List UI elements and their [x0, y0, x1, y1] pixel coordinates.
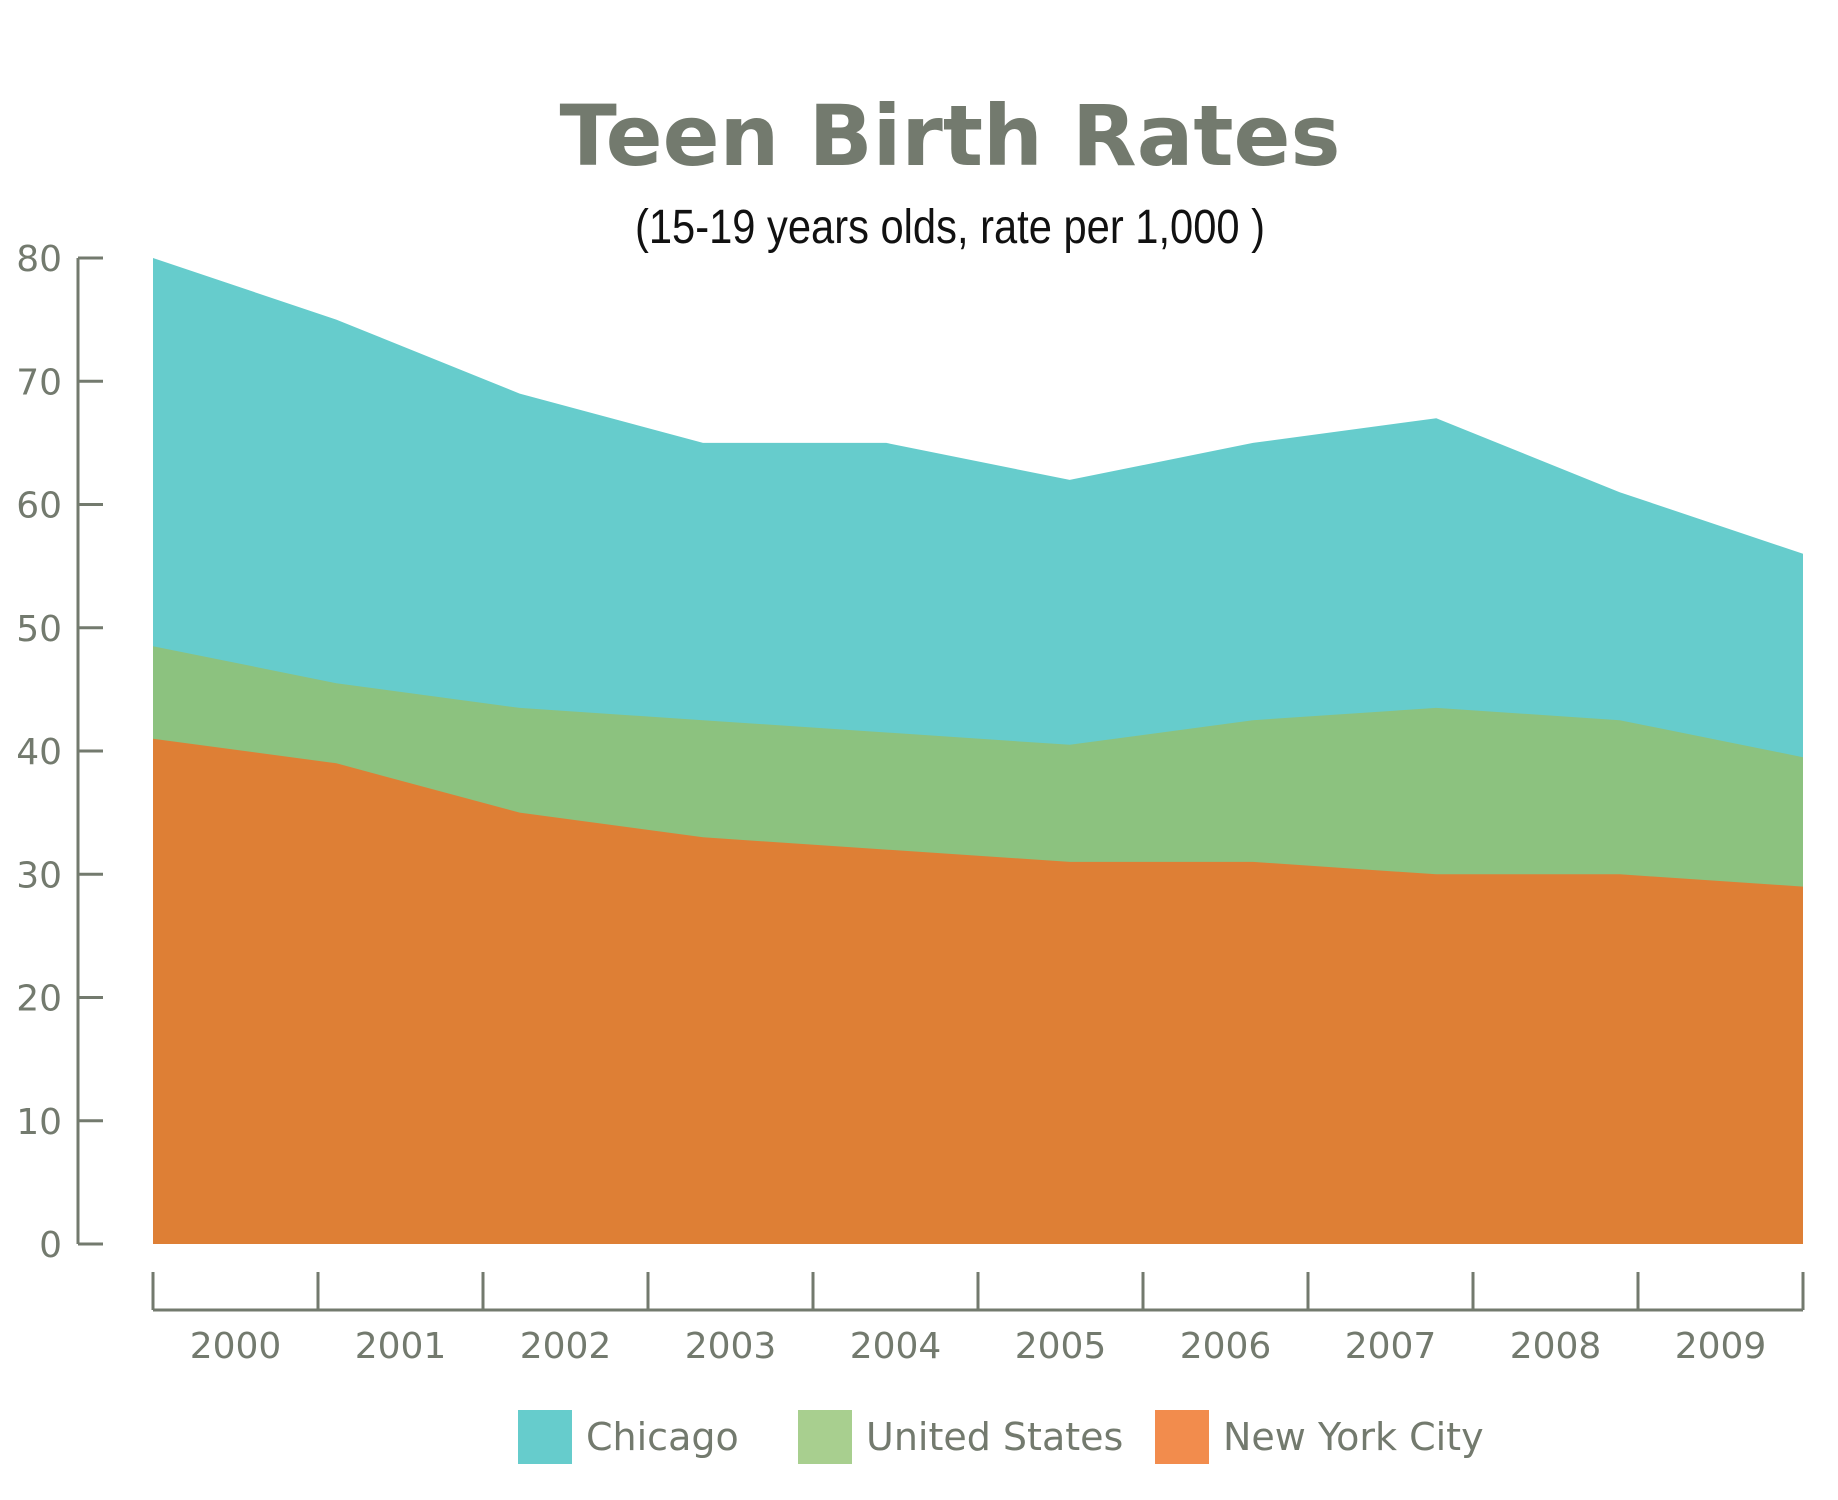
legend-label: New York City [1223, 1415, 1484, 1459]
x-tick-label: 2006 [1180, 1326, 1272, 1367]
y-tick-label: 10 [16, 1102, 62, 1143]
x-tick-label: 2005 [1015, 1326, 1107, 1367]
y-tick-label: 50 [16, 609, 62, 650]
legend-swatch [518, 1410, 572, 1464]
area-series-group [153, 258, 1803, 1244]
legend-label: Chicago [586, 1415, 739, 1459]
y-tick-label: 30 [16, 855, 62, 896]
legend-item-chicago: Chicago [518, 1410, 739, 1464]
y-tick-label: 40 [16, 732, 62, 773]
x-tick-label: 2003 [685, 1326, 777, 1367]
x-tick-label: 2002 [520, 1326, 612, 1367]
y-tick-label: 70 [16, 362, 62, 403]
x-tick-label: 2007 [1345, 1326, 1437, 1367]
x-tick-label: 2009 [1675, 1326, 1767, 1367]
x-tick-label: 2008 [1510, 1326, 1602, 1367]
chart-subtitle: (15-19 years olds, rate per 1,000 ) [635, 201, 1265, 254]
chart-title: Teen Birth Rates [559, 87, 1340, 185]
legend-label: United States [866, 1415, 1123, 1459]
y-tick-label: 60 [16, 486, 62, 527]
legend-item-new-york-city: New York City [1155, 1410, 1484, 1464]
legend: Chicago United States New York City [518, 1410, 1484, 1464]
x-tick-label: 2004 [850, 1326, 942, 1367]
x-tick-label: 2001 [355, 1326, 447, 1367]
x-tick-label: 2000 [190, 1326, 282, 1367]
y-axis: 0 10 20 30 40 50 60 70 80 [16, 239, 103, 1266]
legend-swatch [1155, 1410, 1209, 1464]
legend-item-united-states: United States [798, 1410, 1123, 1464]
y-tick-label: 80 [16, 239, 62, 280]
y-tick-label: 0 [39, 1225, 62, 1266]
legend-swatch [798, 1410, 852, 1464]
area-new-york-city [153, 738, 1803, 1244]
x-axis: 2000 2001 2002 2003 2004 2005 2006 2007 2008 2009 [151, 1272, 1805, 1367]
y-tick-label: 20 [16, 979, 62, 1020]
